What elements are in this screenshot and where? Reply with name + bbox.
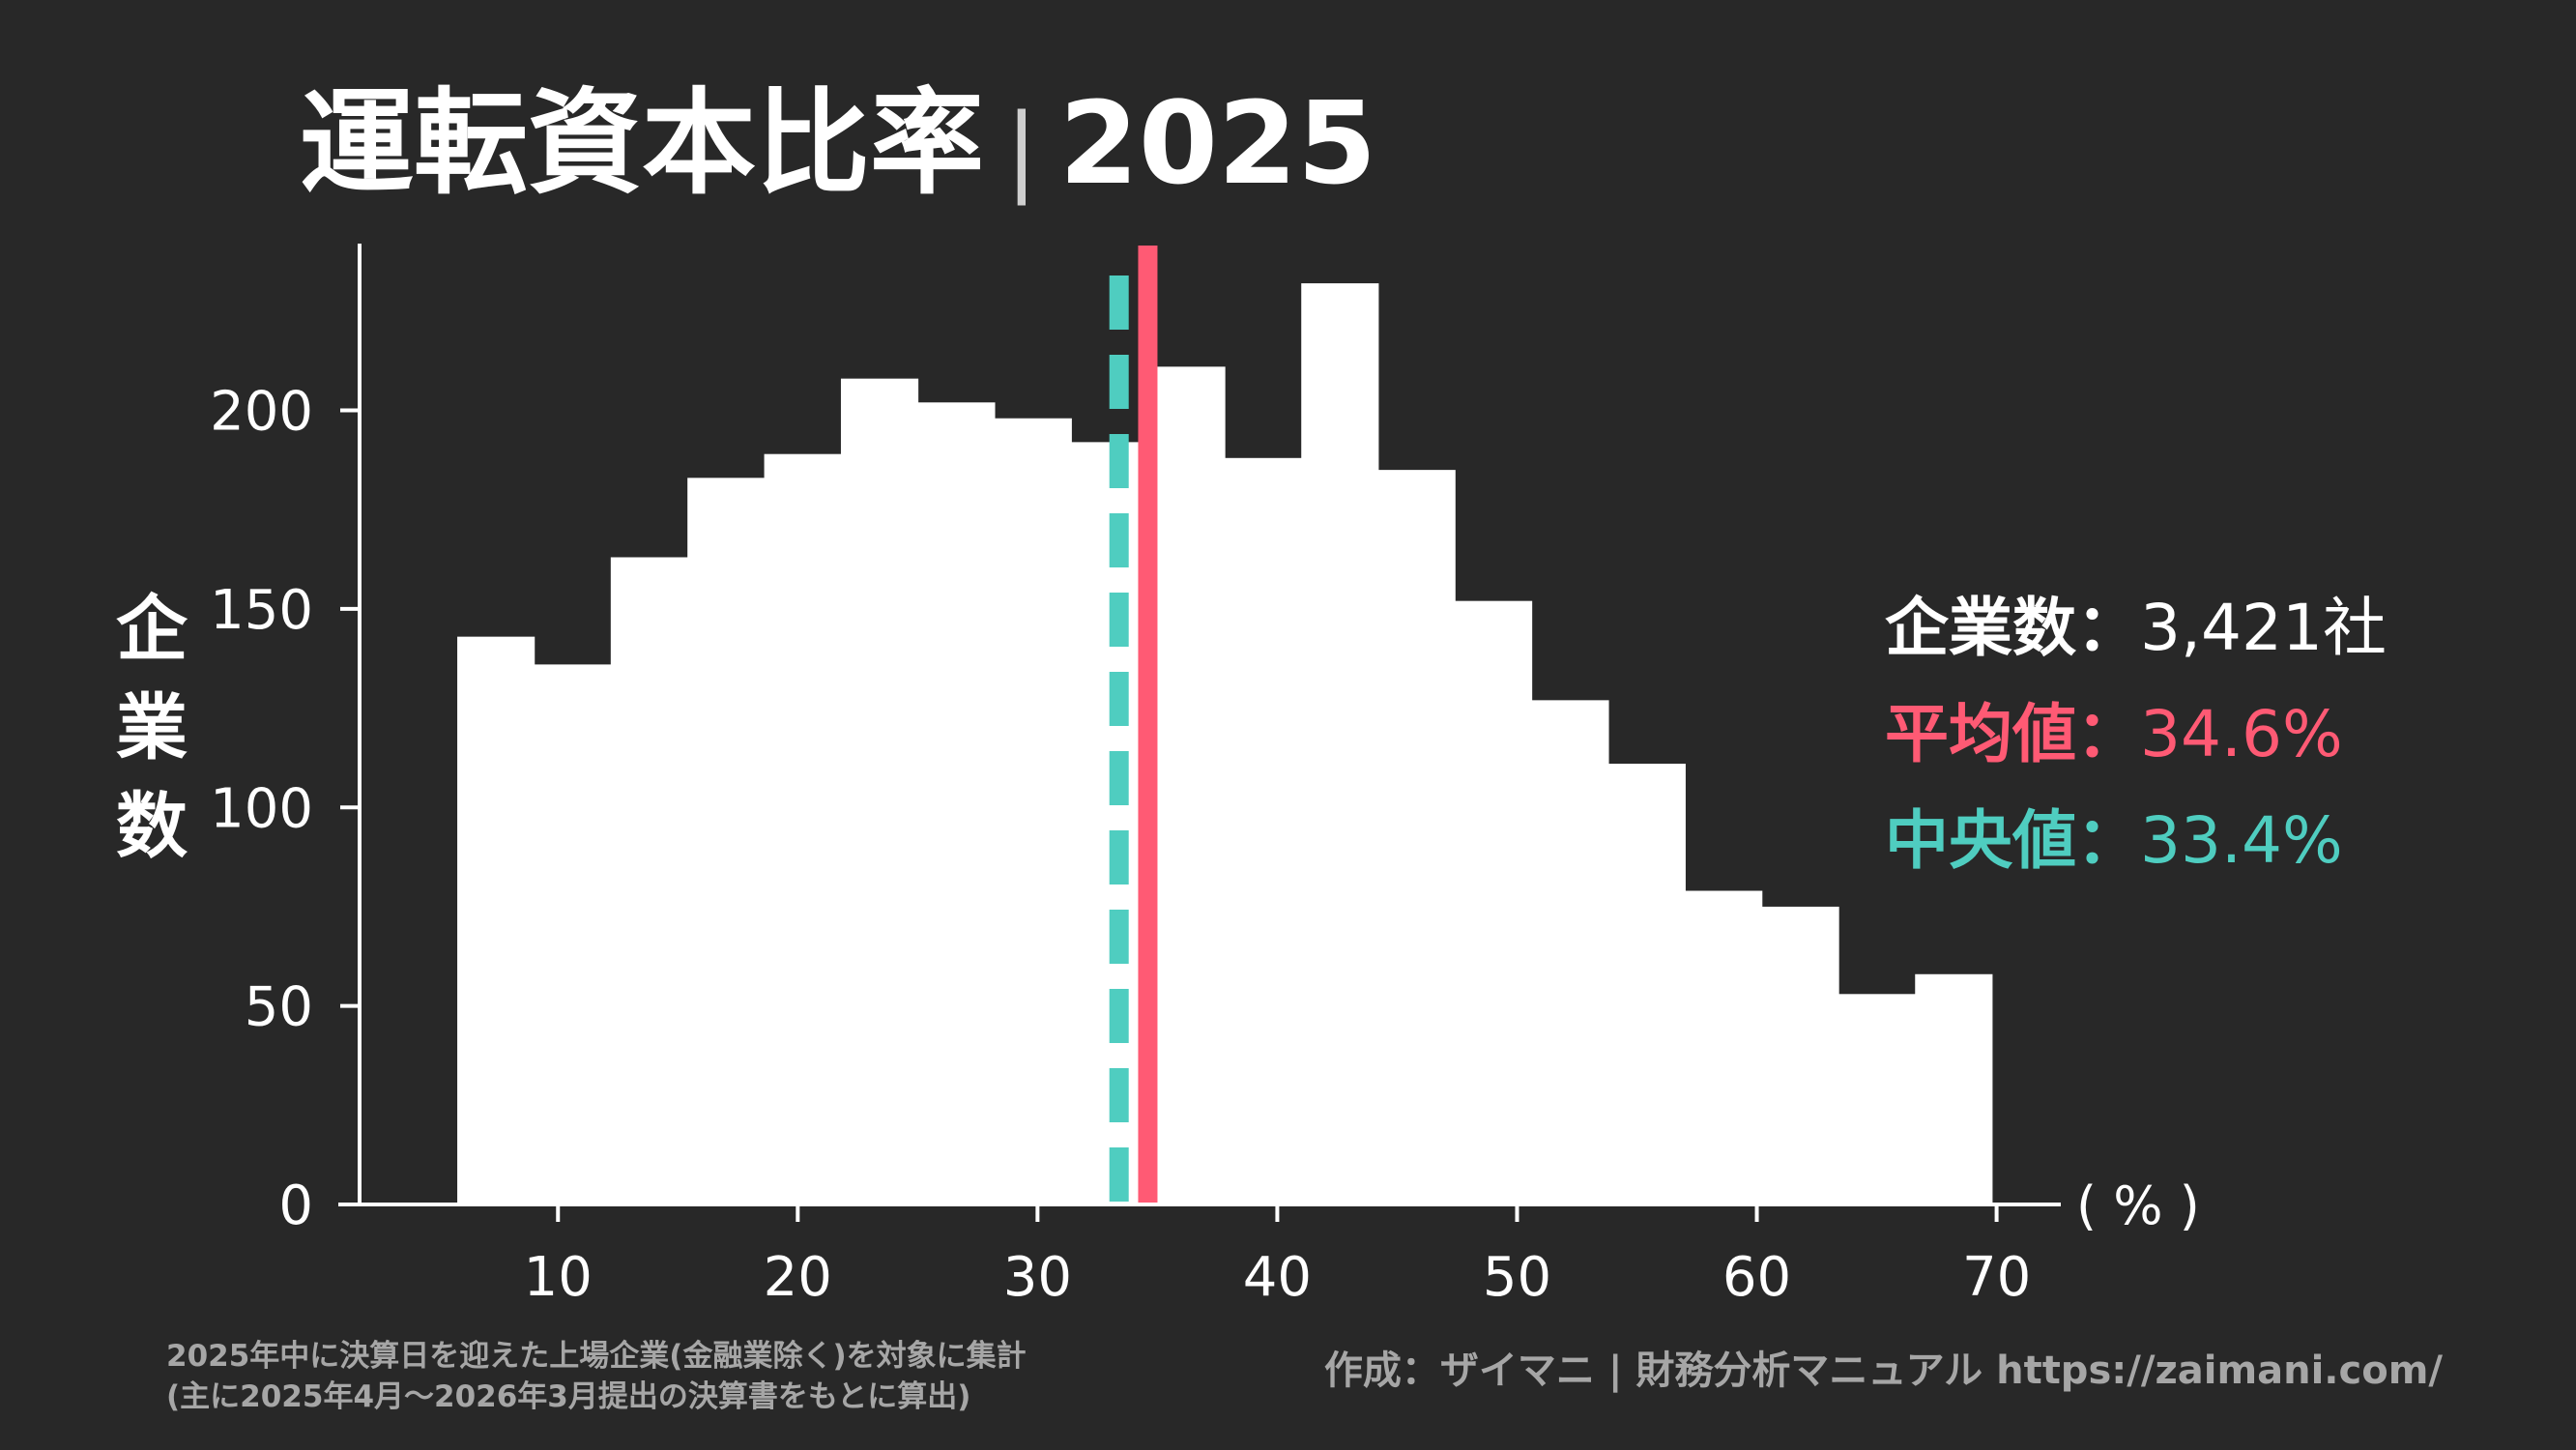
histogram-bar (1838, 994, 1917, 1204)
title-main: 運転資本比率 (300, 76, 985, 210)
stat-separator: ： (2076, 803, 2140, 878)
x-axis-unit: ( % ) (2076, 1175, 2200, 1236)
x-tick-label: 30 (1003, 1246, 1072, 1309)
histogram-bar (534, 664, 612, 1204)
histogram-bar (687, 478, 766, 1204)
mean-line-group (1109, 246, 1158, 1204)
histogram-bar (994, 418, 1072, 1204)
title-separator: | (1005, 93, 1038, 206)
y-tick-label: 200 (210, 381, 313, 444)
histogram-bar (457, 636, 535, 1204)
stat-separator: ： (2076, 697, 2140, 771)
x-tick-label: 50 (1483, 1246, 1551, 1309)
y-label-char: 業 (116, 686, 188, 769)
stat-median-value: 33.4% (2140, 803, 2343, 878)
histogram-bar (1147, 366, 1226, 1204)
histogram-bar (1531, 700, 1609, 1204)
histogram-bar (1607, 764, 1686, 1204)
histogram-bar (1454, 600, 1533, 1204)
histogram-bar (610, 557, 688, 1204)
axes (338, 244, 2061, 1222)
histogram-bar (917, 402, 996, 1205)
y-tick-labels: 0 50 100 150 200 (210, 381, 313, 1237)
stats-panel: 企業数：3,421社 平均値：34.6% 中央値：33.4% (1885, 575, 2387, 894)
histogram-bar (764, 453, 842, 1204)
credit: 作成：ザイマニ | 財務分析マニュアル https://zaimani.com/ (1323, 1348, 2443, 1393)
histogram-bar (1377, 470, 1456, 1204)
stat-median-label: 中央値 (1885, 803, 2076, 878)
x-tick-label: 20 (764, 1246, 832, 1309)
histogram-bar (1224, 457, 1303, 1205)
stat-count-value: 3,421社 (2140, 591, 2387, 665)
stat-mean-value: 34.6% (2140, 697, 2343, 771)
x-tick-label: 10 (524, 1246, 593, 1309)
y-tick-label: 100 (210, 777, 313, 840)
footnote: 2025年中に決算日を迎えた上場企業(金融業除く)を対象に集計 (主に2025年… (166, 1336, 1027, 1417)
x-tick-labels: 10 20 30 40 50 60 70 (524, 1246, 2032, 1309)
y-axis-label: 企 業 数 (108, 580, 195, 876)
y-label-char: 数 (116, 785, 188, 868)
stat-separator: ： (2076, 591, 2140, 665)
y-tick-label: 150 (210, 579, 313, 642)
stat-median: 中央値：33.4% (1885, 788, 2387, 894)
stat-mean: 平均値：34.6% (1885, 682, 2387, 788)
stat-count: 企業数：3,421社 (1885, 575, 2387, 682)
x-tick-label: 60 (1722, 1246, 1791, 1309)
footnote-line: (主に2025年4月～2026年3月提出の決算書をもとに算出) (166, 1379, 971, 1414)
x-tick-label: 40 (1243, 1246, 1312, 1309)
y-label-char: 企 (116, 588, 188, 671)
histogram-bar (1301, 283, 1379, 1205)
stat-count-label: 企業数 (1885, 591, 2076, 665)
chart-title: 運転資本比率 | 2025 (300, 75, 1376, 218)
x-tick-label: 70 (1962, 1246, 2031, 1309)
histogram-bar (1761, 906, 1839, 1204)
histogram-bar (1685, 890, 1763, 1204)
histogram-bars (457, 283, 1993, 1205)
stat-mean-label: 平均値 (1885, 697, 2076, 771)
footnote-line: 2025年中に決算日を迎えた上場企業(金融業除く)を対象に集計 (166, 1339, 1027, 1374)
histogram-bar (840, 378, 919, 1204)
y-tick-label: 50 (245, 976, 313, 1039)
histogram-bar (1915, 973, 1993, 1204)
y-tick-label: 0 (278, 1174, 313, 1237)
title-year: 2025 (1058, 76, 1377, 210)
